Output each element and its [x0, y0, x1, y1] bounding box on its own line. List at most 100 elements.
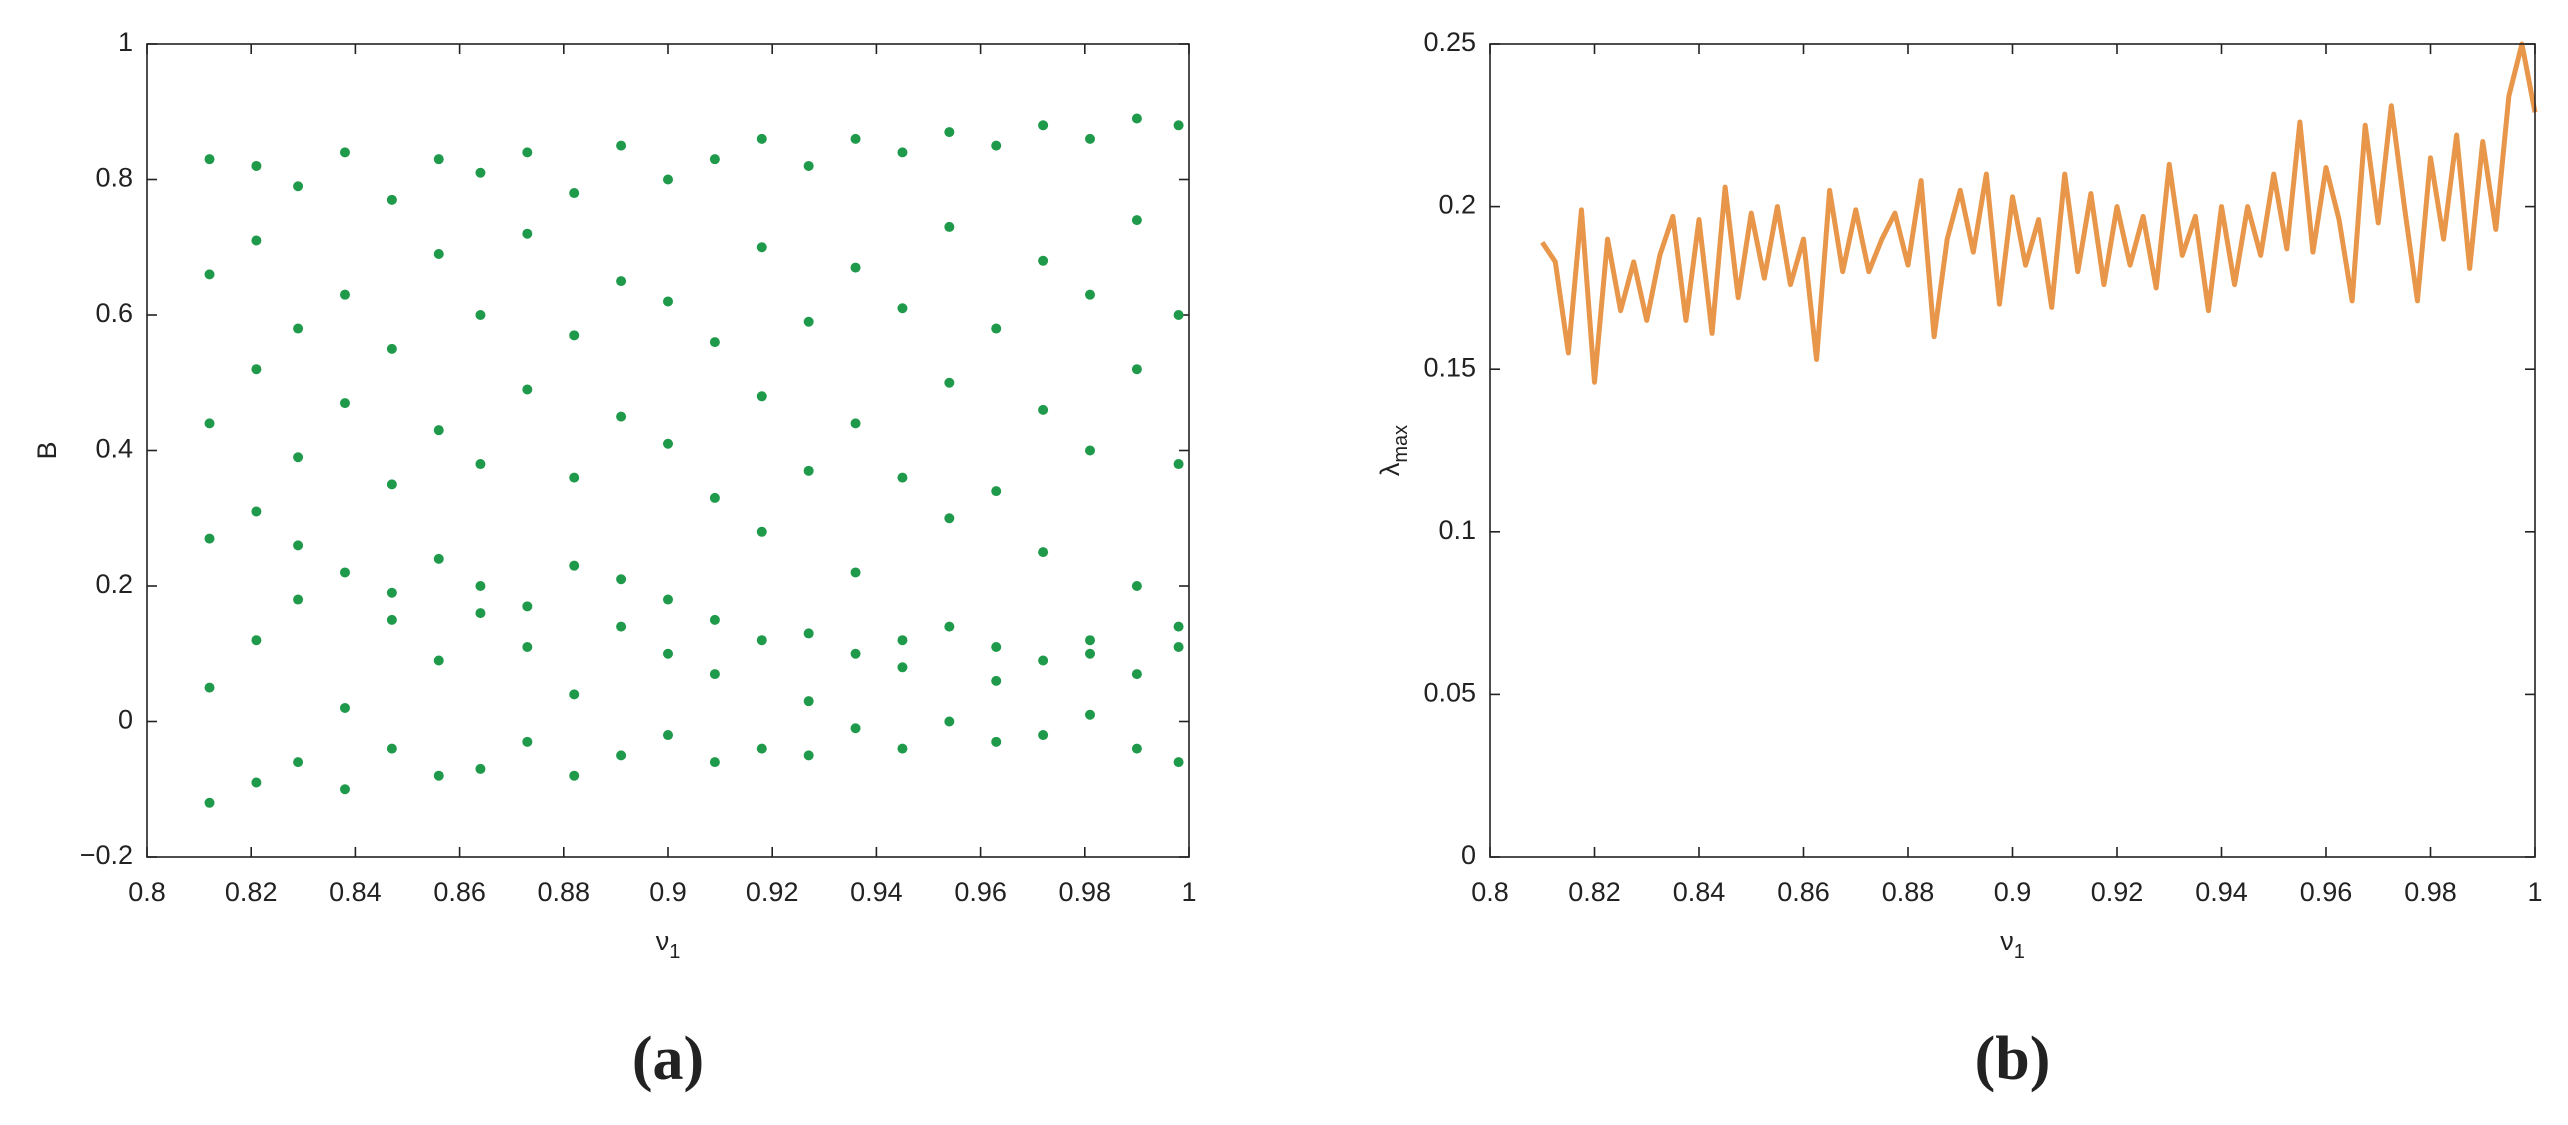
x-tick-label: 0.88 [538, 877, 591, 907]
point [897, 147, 908, 158]
point [803, 628, 814, 639]
point [616, 411, 627, 422]
x-tick-label: 0.82 [1568, 877, 1621, 907]
point [756, 526, 767, 537]
y-axis-label: λmax [1375, 425, 1412, 476]
x-tick-label: 1 [2527, 877, 2542, 907]
point [1131, 364, 1142, 375]
point [204, 418, 215, 429]
point [293, 540, 304, 551]
y-tick-label: 0.6 [95, 298, 133, 328]
point [756, 635, 767, 646]
point [339, 289, 350, 300]
point [850, 133, 861, 144]
point [1085, 635, 1096, 646]
point [616, 140, 627, 151]
point [433, 425, 444, 436]
point [475, 459, 486, 470]
point [709, 492, 720, 503]
point [204, 797, 215, 808]
point [616, 276, 627, 287]
point [475, 608, 486, 619]
point [522, 601, 533, 612]
point [293, 594, 304, 605]
point [251, 235, 262, 246]
point [944, 127, 955, 138]
point [709, 669, 720, 680]
point [663, 594, 673, 605]
x-tick-label: 0.98 [2404, 877, 2457, 907]
point [897, 635, 908, 646]
point [944, 221, 955, 232]
x-tick-label: 0.96 [954, 877, 1007, 907]
point [1085, 133, 1096, 144]
y-tick-label: 0.05 [1423, 678, 1476, 708]
y-tick-label: 0 [1461, 840, 1476, 870]
point [475, 763, 486, 774]
point [386, 587, 397, 598]
point [433, 770, 444, 781]
point [251, 506, 262, 517]
point [386, 343, 397, 354]
point [1173, 310, 1184, 320]
point [522, 736, 533, 747]
x-tick-label: 0.92 [2091, 877, 2144, 907]
point [803, 316, 814, 327]
y-tick-label: 0.15 [1423, 352, 1476, 382]
point [522, 641, 533, 652]
x-tick-label: 0.94 [850, 877, 903, 907]
point [663, 438, 673, 449]
point [1173, 757, 1184, 768]
point [339, 702, 350, 713]
point [1131, 113, 1142, 124]
y-tick-label: 0.1 [1438, 515, 1476, 545]
y-tick-label: 0.2 [95, 569, 133, 599]
y-axis-label-base: λ [1375, 462, 1405, 476]
x-tick-label: 0.9 [649, 877, 687, 907]
point [1085, 445, 1096, 456]
point [522, 384, 533, 395]
point [616, 621, 627, 632]
point [293, 452, 304, 463]
x-tick-label: 0.94 [2195, 877, 2248, 907]
line [1540, 41, 2538, 385]
point [1038, 655, 1049, 666]
point [251, 160, 262, 171]
point [1173, 641, 1184, 652]
point [475, 310, 486, 320]
point [475, 167, 486, 178]
point [1131, 743, 1142, 754]
point [339, 567, 350, 578]
point [616, 574, 627, 585]
point [386, 194, 397, 205]
point [709, 154, 720, 165]
point [991, 736, 1002, 747]
point [339, 784, 350, 795]
point [850, 648, 861, 659]
point [850, 418, 861, 429]
point [204, 533, 215, 544]
point [709, 337, 720, 348]
plot-frame [1489, 43, 2536, 858]
point [339, 147, 350, 158]
x-tick-label: 0.92 [746, 877, 799, 907]
point [803, 160, 814, 171]
point [944, 621, 955, 632]
point [991, 323, 1002, 334]
point [204, 682, 215, 693]
point [803, 750, 814, 761]
point [1038, 547, 1049, 558]
point [944, 513, 955, 524]
point [616, 750, 627, 761]
point [1131, 669, 1142, 680]
point [991, 140, 1002, 151]
point [569, 560, 580, 571]
point [897, 662, 908, 673]
point [1131, 215, 1142, 226]
point [709, 614, 720, 625]
x-tick-label: 0.98 [1059, 877, 1112, 907]
point [1131, 581, 1142, 591]
x-tick-label: 0.9 [1994, 877, 2032, 907]
point [709, 757, 720, 768]
